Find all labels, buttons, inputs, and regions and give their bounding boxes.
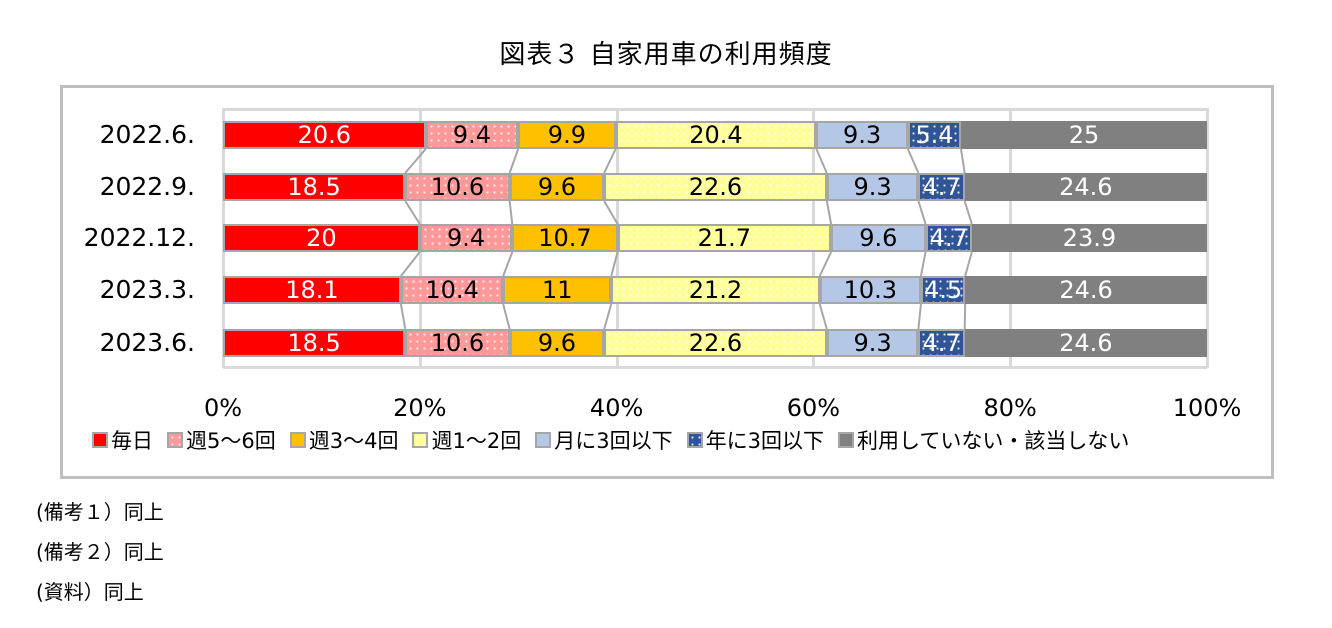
- legend-item: 年に3回以下: [686, 425, 824, 455]
- bar-row: 18.1 10.4 11 21.2 10.3 4.5 24.6: [223, 276, 1207, 304]
- legend-label: 週3～4回: [308, 429, 399, 453]
- legend-label: 毎日: [111, 429, 153, 453]
- bar-segment: 9.6: [509, 329, 605, 357]
- chart-title: 図表３ 自家用車の利用頻度: [499, 40, 833, 70]
- category-label: 2022.12.: [83, 223, 195, 252]
- legend-swatch-icon: [837, 432, 854, 448]
- bar-segment: 9.9: [518, 121, 616, 149]
- bar-row: 18.5 10.6 9.6 22.6 9.3 4.7 24.6: [223, 173, 1207, 201]
- bar-segment: 9.3: [816, 121, 908, 149]
- legend-swatch-icon: [289, 432, 306, 448]
- legend-item: 利用していない・該当しない: [837, 425, 1130, 455]
- legend-item: 毎日: [92, 425, 153, 455]
- legend-label: 週5～6回: [186, 429, 276, 453]
- legend-swatch-icon: [167, 432, 183, 448]
- category-label: 2022.9.: [99, 172, 195, 201]
- bar-segment: 9.4: [425, 121, 519, 149]
- source-note: (資料）同上: [36, 580, 144, 604]
- bar-segment: 22.6: [604, 173, 827, 201]
- bar-row: 20 9.4 10.7 21.7 9.6 4.7 23.9: [223, 224, 1207, 252]
- bar-row: 20.6 9.4 9.9 20.4 9.3 5.4 25: [223, 121, 1207, 149]
- x-tick-label: 60%: [786, 394, 841, 422]
- bar-segment: 4.7: [918, 173, 965, 201]
- bar-segment: 9.3: [826, 329, 919, 357]
- legend-label: 年に3回以下: [705, 429, 824, 453]
- bar-segment: 18.1: [223, 276, 401, 304]
- x-tick-label: 0%: [203, 394, 243, 422]
- legend-swatch-icon: [535, 432, 552, 448]
- bar-segment: 9.4: [419, 224, 513, 252]
- legend-label: 週1～2回: [431, 429, 522, 453]
- note-2: (備考２）同上: [36, 540, 164, 564]
- legend-item: 週5～6回: [167, 425, 276, 455]
- x-tick-label: 100%: [1172, 394, 1242, 422]
- category-label: 2023.6.: [99, 328, 195, 357]
- bar-segment: 21.2: [611, 276, 820, 304]
- x-tick-label: 80%: [983, 394, 1037, 422]
- bar-segment: 21.7: [617, 224, 832, 252]
- bar-segment: 10.6: [405, 329, 510, 357]
- bar-segment: 10.4: [400, 276, 504, 304]
- bar-segment: 24.6: [964, 329, 1207, 357]
- bar-segment: 9.6: [509, 173, 605, 201]
- legend-label: 月に3回以下: [554, 429, 673, 453]
- legend-swatch-icon: [92, 432, 108, 448]
- bar-segment: 20.4: [615, 121, 817, 149]
- legend-swatch-icon: [686, 432, 703, 448]
- category-label: 2023.3.: [99, 275, 195, 304]
- bar-segment: 24.6: [964, 173, 1207, 201]
- bar-row: 18.5 10.6 9.6 22.6 9.3 4.7 24.6: [223, 329, 1207, 357]
- note-1: (備考１）同上: [36, 500, 164, 524]
- bar-segment: 4.7: [925, 224, 972, 252]
- bar-segment: 5.4: [907, 121, 961, 149]
- bar-segment: 18.5: [223, 329, 406, 357]
- gridline: [1206, 108, 1209, 368]
- legend-item: 週1～2回: [412, 425, 521, 455]
- legend: 毎日 週5～6回 週3～4回 週1～2回 月に3回以下 年に3回以下 利用していない・該当し…: [92, 425, 1129, 455]
- bar-segment: 24.6: [965, 276, 1207, 304]
- bar-segment: 18.5: [223, 173, 406, 201]
- legend-item: 月に3回以下: [535, 425, 673, 455]
- bar-segment: 9.3: [826, 173, 919, 201]
- bar-segment: 20.6: [223, 121, 426, 149]
- bar-segment: 10.3: [819, 276, 921, 304]
- bar-segment: 20: [223, 224, 420, 252]
- bar-segment: 10.6: [405, 173, 510, 201]
- legend-label: 利用していない・該当しない: [856, 429, 1130, 453]
- bar-segment: 4.5: [920, 276, 966, 304]
- bar-segment: 9.6: [831, 224, 926, 252]
- bar-segment: 4.7: [918, 329, 965, 357]
- bar-segment: 11: [503, 276, 612, 304]
- bar-segment: 25: [961, 121, 1207, 149]
- category-label: 2022.6.: [99, 120, 195, 149]
- legend-swatch-icon: [412, 432, 429, 448]
- bar-segment: 23.9: [971, 224, 1207, 252]
- plot-bottom-border: [223, 366, 1207, 369]
- x-tick-label: 40%: [589, 394, 644, 422]
- plot-top-border: [223, 108, 1207, 111]
- legend-item: 週3～4回: [289, 425, 399, 455]
- bar-segment: 10.7: [512, 224, 618, 252]
- x-tick-label: 20%: [393, 394, 447, 422]
- bar-segment: 22.6: [604, 329, 827, 357]
